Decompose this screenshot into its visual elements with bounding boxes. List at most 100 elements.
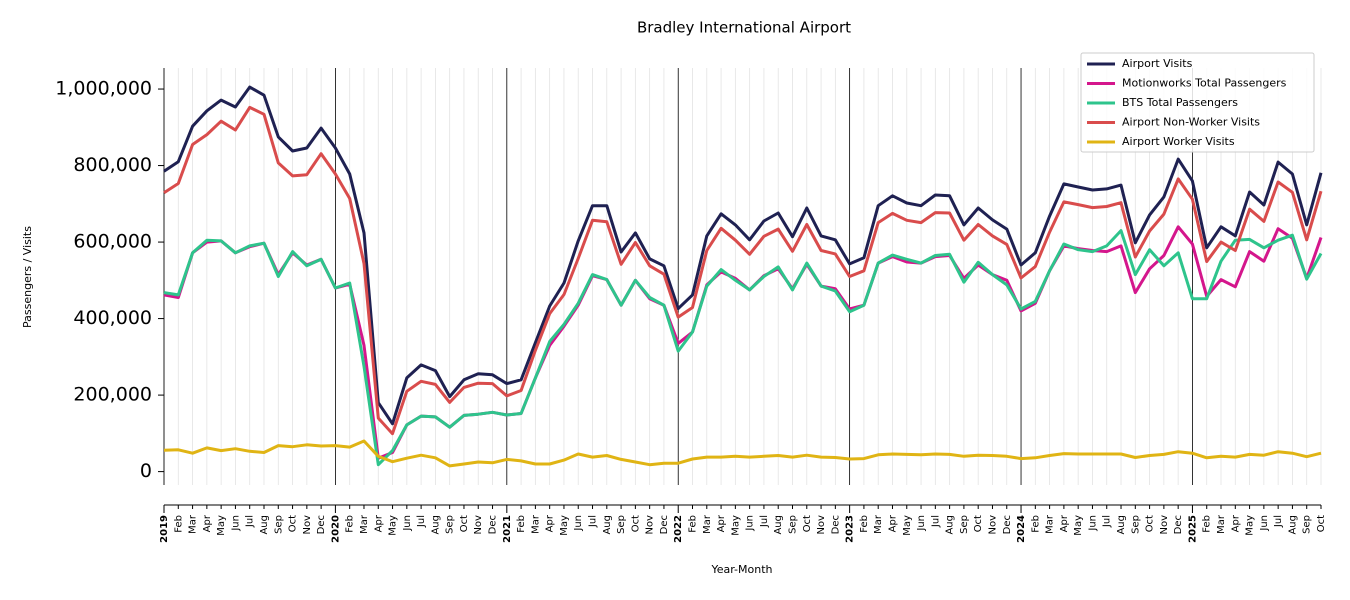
x-tick-label: Oct — [1316, 515, 1327, 532]
x-tick-label: Jul — [1273, 515, 1284, 528]
legend-box — [1080, 52, 1315, 153]
legend-label: Motionworks Total Passengers — [1122, 77, 1287, 90]
x-tick-label: Aug — [945, 515, 956, 535]
x-tick-label: Jul — [1102, 515, 1113, 528]
legend-label: Airport Visits — [1122, 57, 1193, 70]
x-tick-label: Apr — [373, 514, 384, 532]
x-tick-label: Sep — [273, 515, 284, 534]
x-tick-label: Dec — [316, 515, 327, 534]
x-tick-label: Dec — [488, 515, 499, 534]
x-tick-label: Sep — [1130, 515, 1141, 534]
x-tick-label: Apr — [1059, 514, 1070, 532]
x-tick-label: Jun — [230, 515, 241, 532]
x-tick-label: Nov — [816, 515, 827, 535]
x-tick-label: Oct — [459, 515, 470, 532]
x-tick-label: Nov — [473, 515, 484, 535]
x-tick-label: Nov — [645, 515, 656, 535]
x-tick-label: Oct — [288, 515, 299, 532]
x-tick-label: Aug — [259, 515, 270, 535]
x-tick-label: Apr — [716, 514, 727, 532]
y-tick-label: 800,000 — [73, 154, 152, 176]
x-tick-label: Feb — [688, 515, 699, 533]
x-tick-label: Feb — [1030, 515, 1041, 533]
x-tick-label: Jun — [402, 515, 413, 532]
x-tick-label: Oct — [802, 515, 813, 532]
x-tick-label: Nov — [302, 515, 313, 535]
x-tick-label: Mar — [1216, 514, 1227, 534]
x-tick-label: 2022 — [673, 515, 684, 543]
series-line — [163, 105, 1323, 436]
x-tick-label: Nov — [987, 515, 998, 535]
x-tick-label: Aug — [602, 515, 613, 535]
y-tick-label: 1,000,000 — [55, 78, 152, 100]
series-line — [163, 439, 1322, 468]
x-tick-label: Aug — [773, 515, 784, 535]
x-tick-label: Mar — [188, 514, 199, 534]
x-tick-label: Sep — [616, 515, 627, 534]
x-tick-label: Sep — [787, 515, 798, 534]
x-tick-label: Oct — [630, 515, 641, 532]
x-tick-label: May — [730, 515, 741, 536]
legend-label: Airport Worker Visits — [1122, 135, 1235, 148]
x-tick-label: Mar — [702, 514, 713, 534]
series-line — [163, 225, 1323, 460]
y-tick-label: 0 — [140, 460, 152, 482]
x-tick-label: Aug — [1287, 515, 1298, 535]
x-tick-label: Feb — [173, 515, 184, 533]
x-tick-label: Dec — [830, 515, 841, 534]
x-tick-label: Jun — [916, 515, 927, 532]
x-tick-label: 2019 — [159, 515, 170, 543]
x-tick-label: Jun — [573, 515, 584, 532]
x-tick-label: Jun — [745, 515, 756, 532]
x-tick-label: Feb — [859, 515, 870, 533]
x-tick-label: Jul — [416, 515, 427, 528]
series-line — [163, 229, 1323, 467]
x-tick-label: Nov — [1159, 515, 1170, 535]
x-tick-label: May — [1245, 515, 1256, 536]
x-tick-label: Jul — [930, 515, 941, 528]
x-tick-label: 2024 — [1016, 515, 1027, 543]
series-line — [163, 85, 1323, 426]
x-tick-label: Dec — [1173, 515, 1184, 534]
x-tick-label: Feb — [1202, 515, 1213, 533]
y-tick-label: 600,000 — [73, 231, 152, 253]
x-tick-label: Apr — [887, 514, 898, 532]
x-tick-label: Feb — [516, 515, 527, 533]
legend-label: BTS Total Passengers — [1122, 96, 1238, 109]
x-tick-label: May — [1073, 515, 1084, 536]
x-tick-label: Oct — [973, 515, 984, 532]
x-tick-label: Dec — [659, 515, 670, 534]
y-tick-label: 400,000 — [73, 307, 152, 329]
chart-title: Bradley International Airport — [637, 19, 851, 37]
y-axis-label: Passengers / Visits — [21, 226, 34, 328]
x-tick-label: Jun — [1259, 515, 1270, 532]
x-tick-label: 2025 — [1187, 515, 1198, 543]
x-tick-label: Jul — [245, 515, 256, 528]
x-tick-label: Mar — [873, 514, 884, 534]
legend: Airport Visits Motionworks Total Passenge… — [1080, 52, 1315, 153]
x-tick-label: Apr — [202, 514, 213, 532]
x-tick-label: Mar — [1045, 514, 1056, 534]
x-tick-label: Mar — [359, 514, 370, 534]
x-tick-label: Aug — [430, 515, 441, 535]
x-tick-label: 2020 — [330, 515, 341, 543]
x-tick-label: Dec — [1002, 515, 1013, 534]
x-tick-label: Jun — [1087, 515, 1098, 532]
x-tick-label: Jul — [588, 515, 599, 528]
x-tick-label: Aug — [1116, 515, 1127, 535]
x-tick-label: May — [902, 515, 913, 536]
x-tick-label: Oct — [1145, 515, 1156, 532]
x-tick-label: May — [388, 515, 399, 536]
y-tick-label: 200,000 — [73, 384, 152, 406]
x-tick-label: Mar — [530, 514, 541, 534]
x-tick-label: Jul — [759, 515, 770, 528]
legend-label: Airport Non-Worker Visits — [1122, 116, 1260, 129]
x-tick-label: Sep — [1302, 515, 1313, 534]
x-tick-label: Feb — [345, 515, 356, 533]
x-tick-label: Apr — [1230, 514, 1241, 532]
x-tick-label: May — [216, 515, 227, 536]
x-axis-label: Year-Month — [710, 563, 772, 576]
x-tick-label: 2021 — [502, 515, 513, 543]
x-tick-label: May — [559, 515, 570, 536]
